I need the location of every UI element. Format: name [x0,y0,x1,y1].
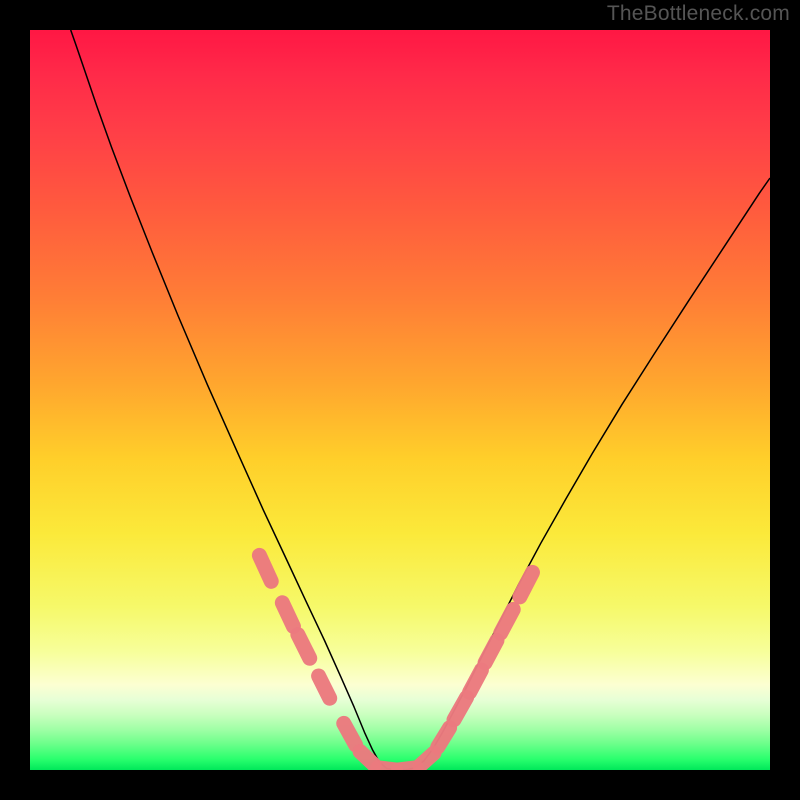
curve-marker [470,670,482,692]
curve-marker [485,641,497,663]
curve-marker [344,723,356,744]
watermark-text: TheBottleneck.com [607,2,790,26]
curve-marker [282,603,293,627]
curve-marker [438,728,450,747]
curve-marker [319,676,330,698]
curve-marker [420,753,434,766]
curve-marker [298,635,310,659]
curve-marker [360,752,374,765]
plot-area [30,30,770,770]
chart-frame: TheBottleneck.com [0,0,800,800]
gradient-background [30,30,770,770]
chart-svg [30,30,770,770]
